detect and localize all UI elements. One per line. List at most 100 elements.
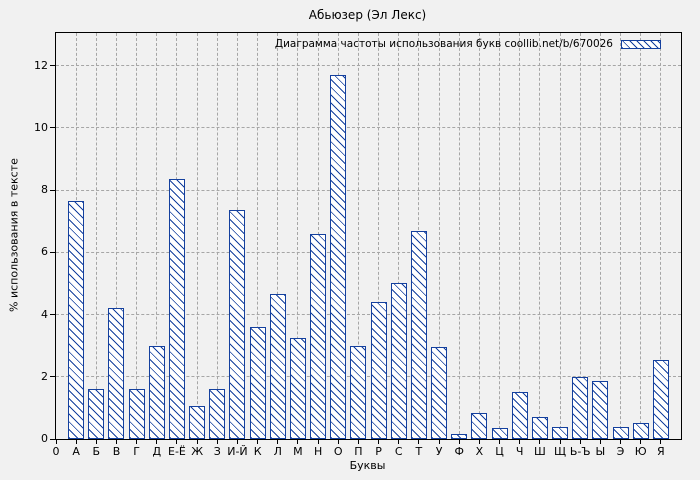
gridline-vertical [216, 33, 218, 439]
x-tick [75, 439, 77, 444]
x-tick [579, 439, 581, 444]
bar-А [68, 201, 85, 439]
x-tick [539, 439, 541, 444]
x-tick-label: М [293, 445, 303, 458]
bar-Ы [592, 381, 609, 439]
bar-Д [148, 345, 165, 439]
gridline-vertical [257, 33, 259, 439]
x-tick [438, 439, 440, 444]
gridline-horizontal [56, 314, 681, 316]
x-tick [519, 439, 521, 444]
x-tick [378, 439, 380, 444]
x-tick-label: Э [616, 445, 625, 458]
gridline-vertical [478, 33, 480, 439]
x-tick-label: Ж [191, 445, 204, 458]
x-tick [620, 439, 622, 444]
x-tick [136, 439, 138, 444]
gridline-vertical [539, 33, 541, 439]
bar-Б [88, 389, 105, 439]
bar-Р [370, 302, 387, 439]
gridline-horizontal [56, 65, 681, 67]
gridline-vertical [136, 33, 138, 439]
bar-Ц [491, 428, 508, 439]
x-tick-label: Х [475, 445, 484, 458]
bar-У [431, 347, 448, 439]
bar-Ю [632, 422, 649, 439]
bar-Э [612, 427, 629, 439]
x-tick [176, 439, 178, 444]
x-tick [478, 439, 480, 444]
bar-Ж [189, 406, 206, 439]
y-tick [50, 438, 56, 440]
x-tick-label: Т [415, 445, 423, 458]
x-tick [660, 439, 662, 444]
gridline-vertical [438, 33, 440, 439]
gridline-vertical [357, 33, 359, 439]
x-tick-label: Ы [595, 445, 606, 458]
gridline-vertical [196, 33, 198, 439]
bar-Я [652, 359, 669, 439]
y-tick [50, 189, 56, 191]
gridline-vertical [519, 33, 521, 439]
y-tick-label: 10 [34, 120, 48, 134]
bar-Л [269, 294, 286, 439]
x-tick-label: Ф [454, 445, 464, 458]
x-tick [297, 439, 299, 444]
x-tick-label: Р [375, 445, 382, 458]
bar-О [330, 75, 347, 439]
y-tick [50, 251, 56, 253]
x-tick [156, 439, 158, 444]
x-tick-label: Б [92, 445, 101, 458]
gridline-vertical [620, 33, 622, 439]
gridline-horizontal [56, 251, 681, 253]
x-tick [115, 439, 117, 444]
x-tick [236, 439, 238, 444]
bar-К [249, 327, 266, 439]
gridline-vertical [599, 33, 601, 439]
bar-Е-Ё [168, 179, 185, 439]
x-tick [559, 439, 561, 444]
x-tick [277, 439, 279, 444]
x-tick-label: Ш [533, 445, 546, 458]
plot-area: Диаграмма частоты использования букв coo… [34, 32, 682, 458]
y-tick-label: 12 [34, 58, 48, 72]
y-tick [50, 314, 56, 316]
legend: Диаграмма частоты использования букв coo… [275, 38, 661, 51]
legend-swatch [621, 40, 661, 49]
x-tick-label: Л [273, 445, 282, 458]
bar-З [209, 389, 226, 439]
gridline-vertical [297, 33, 299, 439]
gridline-vertical [378, 33, 380, 439]
x-tick-label: К [253, 445, 262, 458]
x-tick [458, 439, 460, 444]
x-axis-label: Буквы [349, 459, 386, 472]
x-tick-label: Ю [634, 445, 647, 458]
x-tick-label: Ь-Ъ [569, 445, 591, 458]
x-tick [640, 439, 642, 444]
x-tick [196, 439, 198, 444]
y-tick [50, 127, 56, 129]
x-tick [55, 439, 57, 444]
bar-Г [128, 389, 145, 439]
gridline-horizontal [56, 376, 681, 378]
x-tick-label: Е-Ё [168, 445, 186, 458]
y-tick-label: 4 [41, 307, 48, 321]
gridline-vertical [95, 33, 97, 439]
x-tick-label: З [213, 445, 221, 458]
x-tick-label: Н [313, 445, 323, 458]
gridline-horizontal [56, 127, 681, 129]
x-tick-label: О [333, 445, 343, 458]
x-tick-label: Я [657, 445, 665, 458]
x-tick [357, 439, 359, 444]
gridline-vertical [277, 33, 279, 439]
gridline-vertical [499, 33, 501, 439]
x-tick-label: А [72, 445, 80, 458]
gridline-vertical [559, 33, 561, 439]
bar-Т [410, 230, 427, 439]
x-tick-label: И-Й [227, 445, 248, 458]
bar-Н [310, 233, 327, 439]
x-tick-label: С [394, 445, 403, 458]
x-tick [499, 439, 501, 444]
bar-П [350, 345, 367, 439]
